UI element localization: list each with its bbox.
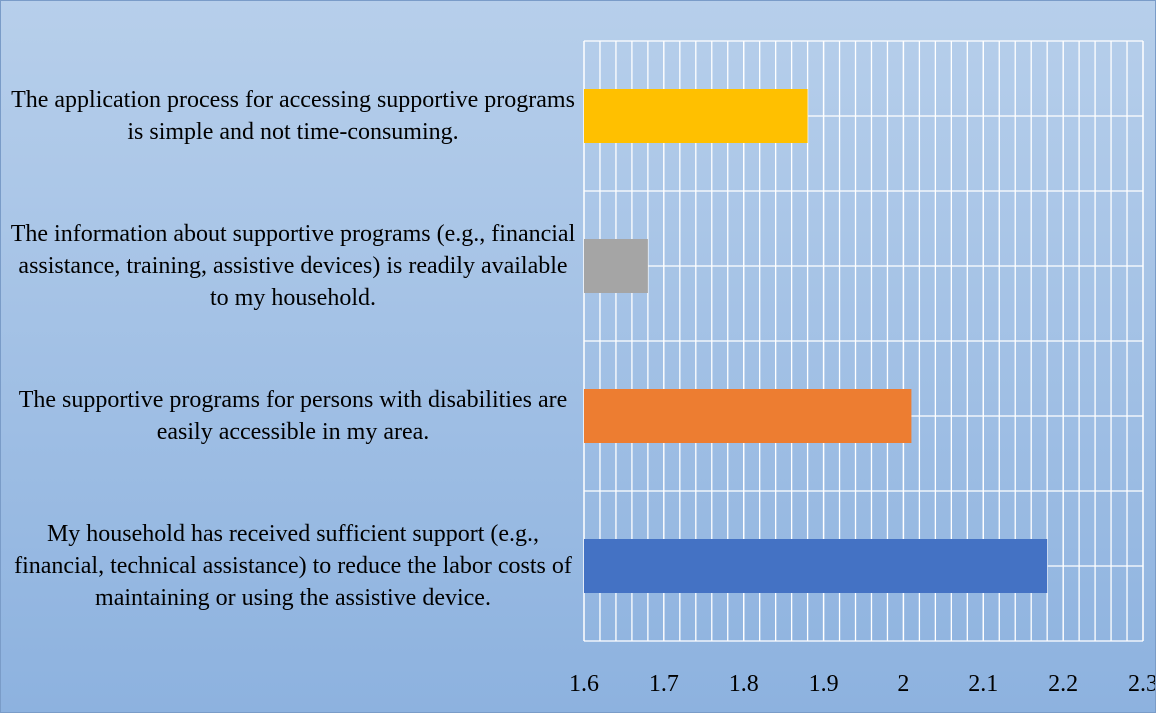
x-tick-label: 2 [897, 671, 909, 697]
bar [584, 539, 1048, 593]
x-tick-label: 2.1 [968, 671, 998, 697]
x-tick-label: 1.8 [729, 671, 759, 697]
category-label: The information about supportive program… [10, 221, 576, 311]
bar [584, 389, 912, 443]
bar [584, 239, 648, 293]
x-tick-label: 1.9 [809, 671, 839, 697]
x-tick-label: 1.7 [649, 671, 679, 697]
category-label: The application process for accessing su… [11, 87, 575, 145]
bar [584, 89, 808, 143]
x-tick-label: 2.3 [1128, 671, 1156, 697]
x-tick-label: 1.6 [569, 671, 599, 697]
x-tick-label: 2.2 [1048, 671, 1078, 697]
category-label: My household has received sufficient sup… [14, 521, 572, 611]
category-label: The supportive programs for persons with… [18, 387, 568, 445]
